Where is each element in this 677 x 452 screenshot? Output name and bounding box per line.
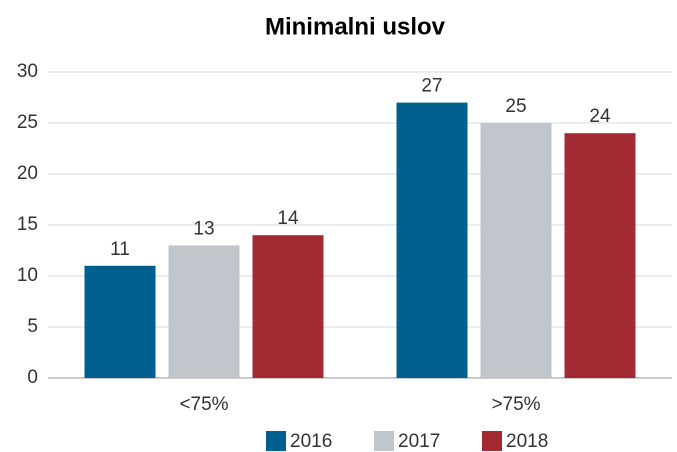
value-label: 24	[589, 106, 611, 127]
x-tick-label: >75%	[491, 394, 540, 415]
y-tick-label: 5	[27, 316, 38, 337]
value-label: 14	[277, 208, 299, 229]
legend-swatch	[266, 431, 286, 451]
value-label: 25	[505, 96, 526, 117]
bar	[168, 245, 240, 378]
legend-swatch	[374, 431, 394, 451]
bar	[84, 265, 156, 378]
bar	[564, 133, 636, 378]
y-tick-label: 20	[17, 163, 38, 184]
y-tick-label: 10	[17, 265, 38, 286]
value-label: 11	[110, 239, 130, 260]
legend-swatch	[482, 431, 502, 451]
value-label: 27	[421, 76, 442, 97]
x-tick-label: <75%	[179, 394, 228, 415]
bar	[252, 235, 324, 378]
y-tick-label: 25	[17, 112, 38, 133]
chart-title: Minimalni uslov	[265, 13, 446, 40]
y-tick-label: 30	[17, 61, 38, 82]
y-tick-label: 0	[27, 367, 38, 388]
y-tick-label: 15	[17, 214, 38, 235]
value-label: 13	[193, 218, 214, 239]
legend-label: 2016	[290, 431, 332, 452]
bar	[396, 102, 468, 378]
bar	[480, 123, 552, 378]
legend-label: 2017	[398, 431, 440, 452]
legend-label: 2018	[506, 431, 548, 452]
